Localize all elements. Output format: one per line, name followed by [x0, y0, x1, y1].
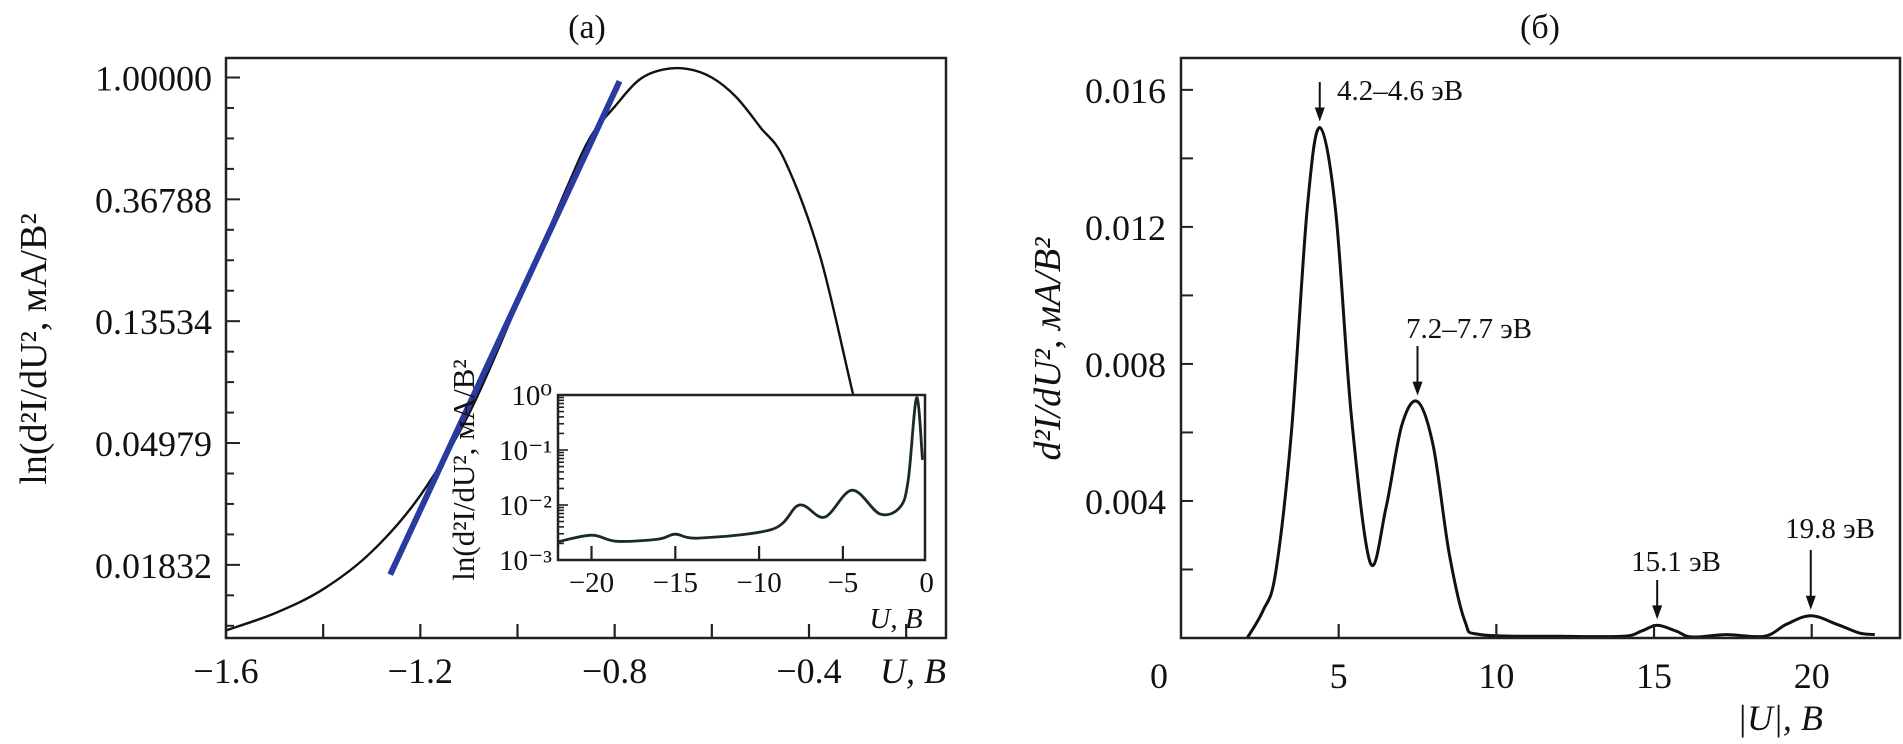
inset-x-tick-label: −10	[736, 567, 781, 599]
x-tick-label: 20	[1794, 656, 1830, 696]
panel-b-frame	[1179, 56, 1902, 640]
x-tick-label: −1.6	[193, 651, 258, 691]
peak-annotation-label: 4.2–4.6 эВ	[1337, 75, 1463, 107]
arrowhead-icon	[1314, 107, 1325, 122]
y-tick-label: 0.004	[1085, 482, 1166, 522]
arrowhead-icon	[1805, 595, 1816, 610]
inset-y-tick-label: 10⁻³	[499, 545, 552, 577]
inset-x-tick-label: 0	[919, 567, 934, 599]
peak-annotation-label: 19.8 эВ	[1785, 513, 1875, 545]
series-line-main	[225, 66, 888, 632]
y-tick-label: 0.04979	[95, 424, 212, 464]
inset-y-tick-label: 10⁻¹	[499, 435, 552, 467]
arrowhead-icon	[1412, 381, 1423, 396]
x-axis-label: U, В	[880, 651, 946, 691]
inset-y-tick-label: 10⁰	[511, 380, 552, 412]
y-tick-label: 0.012	[1085, 208, 1166, 248]
inset-x-axis-label: U, В	[869, 603, 922, 635]
arrowhead-icon	[1652, 605, 1663, 620]
panel-a: (a) −1.6 −1.2 −0.8 −0.4 U, В 1.00000 0.36788 0.1…	[13, 9, 948, 691]
y-axis-label: ln(d²I/dU², мА/В²	[13, 213, 55, 484]
inset-y-axis-label: ln(d²I/dU², мА/В²	[446, 359, 481, 580]
panel-b-title: (б)	[1520, 9, 1560, 46]
inset-frame	[556, 393, 927, 562]
x-tick-label: 10	[1478, 656, 1514, 696]
y-tick-label: 0.36788	[95, 180, 212, 220]
x-tick-label: −0.8	[582, 651, 647, 691]
series-line-spectrum	[1245, 125, 1875, 639]
x-tick-label: −0.4	[776, 651, 841, 691]
panel-a-inset: −20 −15 −10 −5 0 10⁰ 10⁻¹ 10⁻² 10⁻³ U, В ln(d²I/dU…	[446, 359, 934, 635]
panel-a-frame	[224, 56, 948, 640]
panel-a-title: (a)	[568, 9, 606, 46]
panel-b: (б) 0 5 10 15 20 0.004 0.008 0.012 0.016 |U|, В d²I…	[1027, 9, 1902, 738]
inset-x-tick-label: −5	[827, 567, 858, 599]
x-tick-label: 15	[1636, 656, 1672, 696]
y-tick-label: 0.016	[1085, 71, 1166, 111]
inset-background	[558, 395, 925, 560]
inset-series-line	[557, 396, 924, 544]
peak-annotation-label: 15.1 эВ	[1631, 546, 1721, 578]
y-tick-label: 0.008	[1085, 345, 1166, 385]
y-axis-label: d²I/dU², мА/В²	[1027, 237, 1069, 461]
peak-annotation-label: 7.2–7.7 эВ	[1406, 313, 1532, 345]
x-tick-label: −1.2	[388, 651, 453, 691]
x-tick-label: 0	[1150, 656, 1168, 696]
x-tick-label: 5	[1330, 656, 1348, 696]
inset-x-tick-label: −20	[569, 567, 614, 599]
inset-x-tick-label: −15	[653, 567, 698, 599]
y-tick-label: 0.01832	[95, 546, 212, 586]
fit-line	[387, 79, 623, 576]
y-tick-label: 0.13534	[95, 302, 212, 342]
x-axis-label: |U|, В	[1737, 698, 1823, 738]
y-tick-label: 1.00000	[95, 58, 212, 98]
inset-y-tick-label: 10⁻²	[499, 490, 552, 522]
